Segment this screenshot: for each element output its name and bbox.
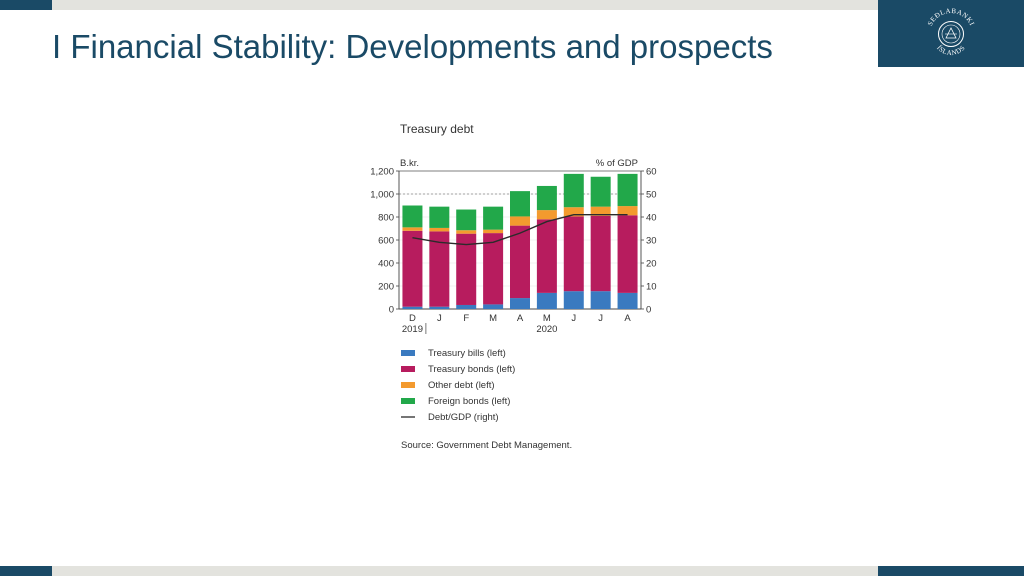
bar-segment [510, 225, 530, 299]
chart-title: Treasury debt [400, 122, 474, 136]
bottom-bar [0, 566, 1024, 576]
legend-swatch [401, 398, 415, 404]
bar-segment [536, 185, 557, 211]
bar-segment [617, 206, 638, 216]
bar-segment [536, 210, 557, 220]
legend-label: Foreign bonds (left) [428, 396, 510, 407]
left-tick-label: 1,000 [370, 189, 394, 200]
plot-layer: 0 200 400 600 800 1,000 1,200 0 10 20 30 40 50 60 D J F M… [370, 166, 656, 335]
left-axis-label: B.kr. [400, 158, 419, 169]
bar-segment [429, 231, 450, 307]
bar-segment [563, 291, 584, 309]
legend-label: Treasury bonds (left) [428, 364, 515, 375]
left-tick-label: 200 [378, 281, 394, 292]
bar-segment [429, 306, 450, 309]
svg-text:SEÐLABANKI: SEÐLABANKI [926, 6, 976, 26]
bar-segment [510, 216, 530, 226]
legend: Treasury bills (left) Treasury bonds (lef… [401, 348, 515, 423]
year-label: 2020 [536, 324, 557, 335]
bar-segment [402, 205, 423, 228]
left-tick-label: 400 [378, 258, 394, 269]
legend-label: Treasury bills (left) [428, 348, 506, 359]
right-tick-label: 10 [646, 281, 657, 292]
year-label: 2019 [402, 324, 423, 335]
debt-gdp-line [412, 213, 628, 246]
bar-segment [617, 215, 638, 293]
top-bar-accent [0, 0, 52, 10]
right-tick-label: 20 [646, 258, 657, 269]
page-title: I Financial Stability: Developments and … [52, 28, 773, 65]
top-bar [0, 0, 1024, 10]
x-tick-label: F [463, 313, 469, 324]
bar-segment [536, 292, 557, 309]
right-axis-label: % of GDP [596, 158, 638, 169]
bar-segment [456, 304, 477, 309]
chart-svg: Treasury debt B.kr. % of GDP 02004006008… [370, 122, 656, 451]
left-tick-label: 800 [378, 212, 394, 223]
bar-segment [402, 227, 423, 231]
legend-swatch [401, 382, 415, 388]
bar-segment [483, 304, 504, 309]
x-tick-label: J [598, 313, 603, 324]
bar-segment [402, 230, 423, 307]
x-tick-label: A [624, 313, 631, 324]
right-tick-label: 30 [646, 235, 657, 246]
right-tick-label: 0 [646, 304, 651, 315]
bar-segment [456, 230, 477, 234]
bar-segment [510, 191, 530, 217]
treasury-debt-chart: Treasury debt B.kr. % of GDP 0 200 400 600 8… [355, 115, 665, 460]
bottom-bar-accent-right [878, 566, 1024, 576]
bar-segment [483, 229, 504, 234]
bar-segment [563, 207, 584, 217]
seal-icon: SEÐLABANKI ÍSLANDS [926, 6, 976, 56]
x-tick-label: A [517, 313, 524, 324]
bar-segment [590, 215, 611, 292]
bar-segment [563, 216, 584, 292]
legend-swatch [401, 350, 415, 356]
bar-segment [456, 209, 477, 231]
bar-segment [510, 298, 530, 309]
chart-source: Source: Government Debt Management. [401, 440, 572, 451]
right-tick-label: 40 [646, 212, 657, 223]
bar-segment [536, 219, 557, 293]
bar-segment [402, 306, 423, 309]
bar-segment [483, 233, 504, 305]
x-tick-label: M [489, 313, 497, 324]
x-tick-label: J [437, 313, 442, 324]
x-tick-label: M [543, 313, 551, 324]
x-tick-label: D [409, 313, 416, 324]
right-tick-label: 60 [646, 166, 657, 177]
legend-label: Debt/GDP (right) [428, 412, 499, 423]
bar-segment [590, 206, 611, 216]
bar-segment [483, 206, 504, 230]
bar-segment [590, 291, 611, 309]
central-bank-logo: SEÐLABANKI ÍSLANDS [878, 0, 1024, 67]
right-tick-label: 50 [646, 189, 657, 200]
bar-segment [456, 233, 477, 305]
bar-segment [563, 173, 584, 208]
left-tick-label: 0 [389, 304, 394, 315]
bar-segment [590, 176, 611, 207]
left-tick-label: 600 [378, 235, 394, 246]
svg-text:ÍSLANDS: ÍSLANDS [935, 43, 967, 56]
legend-swatch [401, 366, 415, 372]
x-tick-label: J [571, 313, 576, 324]
bar-segment [617, 292, 638, 309]
bar-segment [429, 206, 450, 228]
legend-label: Other debt (left) [428, 380, 495, 391]
bottom-bar-accent-left [0, 566, 52, 576]
left-tick-label: 1,200 [370, 166, 394, 177]
bar-segment [429, 227, 450, 232]
bar-segment [617, 173, 638, 207]
